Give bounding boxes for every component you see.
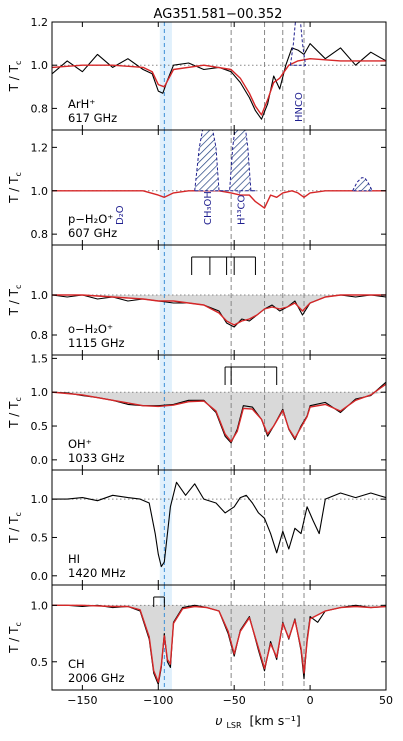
x-tick-label: −150 xyxy=(67,694,97,707)
chart-title: AG351.581−00.352 xyxy=(154,7,283,22)
y-axis-label: T / Tc xyxy=(7,397,23,429)
frequency-label: 1033 GHz xyxy=(68,451,125,465)
y-tick-label: 1.5 xyxy=(31,352,49,365)
line-annotation: H¹³CO⁺ xyxy=(236,189,247,225)
species-label: HI xyxy=(68,552,80,566)
y-axis-text: T / T xyxy=(7,626,21,654)
y-axis-subscript: c xyxy=(14,172,23,176)
y-axis-subscript: c xyxy=(14,512,23,516)
species-label: o−H₂O⁺ xyxy=(68,322,113,336)
y-axis-text: T / T xyxy=(7,288,21,316)
x-tick-label: 50 xyxy=(379,694,393,707)
x-axis-unit: [km s⁻¹] xyxy=(250,713,301,728)
model-line xyxy=(52,294,386,326)
y-tick-label: 1.0 xyxy=(31,386,49,399)
line-annotation: HNCO xyxy=(294,92,305,122)
panel-body xyxy=(52,245,386,355)
observed-line xyxy=(52,481,386,568)
y-tick-label: 0.0 xyxy=(31,570,49,583)
model-line xyxy=(52,190,386,209)
panel-body xyxy=(52,130,386,245)
y-tick-label: 0.8 xyxy=(31,329,49,342)
y-axis-text: T / T xyxy=(7,516,21,544)
y-tick-label: 1.0 xyxy=(31,493,49,506)
y-tick-label: 0.5 xyxy=(31,656,49,669)
y-axis-subscript: c xyxy=(14,622,23,626)
velocity-band xyxy=(159,130,172,245)
x-axis-subscript: LSR xyxy=(226,721,242,730)
y-axis-text: T / T xyxy=(7,176,21,204)
panel-oh2o: 0.8 1.0 T / Tc o−H₂O⁺1115 GHz xyxy=(7,244,387,356)
velocity-band xyxy=(159,470,172,585)
y-tick-label: 1.0 xyxy=(31,59,49,72)
species-label: p−H₂O⁺ xyxy=(68,212,113,226)
species-label: CH xyxy=(68,657,85,671)
panel-body xyxy=(52,585,386,690)
x-axis-symbol: υ xyxy=(215,713,222,728)
y-tick-label: 1.2 xyxy=(31,16,49,29)
y-tick-label: 0.8 xyxy=(31,102,49,115)
y-tick-label: 1.0 xyxy=(31,185,49,198)
y-axis-label: T / Tc xyxy=(7,512,23,544)
panel-body xyxy=(52,470,386,585)
model-line xyxy=(52,383,386,443)
x-tick-label: −100 xyxy=(143,694,173,707)
x-tick-label: 0 xyxy=(307,694,314,707)
y-tick-label: 0.8 xyxy=(31,228,49,241)
y-tick-label: 1.0 xyxy=(31,599,49,612)
contaminant-line xyxy=(351,177,374,192)
x-tick-label: −50 xyxy=(223,694,246,707)
absorption-fill xyxy=(52,295,386,325)
frequency-label: 607 GHz xyxy=(68,226,117,240)
y-axis-subscript: c xyxy=(14,285,23,289)
observed-line xyxy=(52,381,386,444)
panel-ohp: 0.0 0.5 1.0 1.5 T / Tc OH⁺1033 GHz xyxy=(7,352,387,471)
panel-body xyxy=(52,22,386,130)
y-axis-label: T / Tc xyxy=(7,61,23,93)
contaminant-line xyxy=(194,130,256,192)
model-line xyxy=(52,604,386,683)
observed-line xyxy=(52,43,386,120)
line-annotation: CH₃OH xyxy=(203,191,214,225)
model-line xyxy=(52,58,386,116)
panel-arh: 0.8 1.0 1.2 T / Tc ArH⁺617 GHz HNCO xyxy=(7,16,387,131)
y-axis-label: T / Tc xyxy=(7,285,23,317)
y-tick-label: 0.5 xyxy=(31,420,49,433)
y-axis-text: T / T xyxy=(7,401,21,429)
line-annotation: D₂O xyxy=(115,205,126,225)
velocity-band xyxy=(159,355,172,470)
y-axis-text: T / T xyxy=(7,64,21,92)
absorption-fill xyxy=(52,605,386,683)
contaminant-line xyxy=(289,22,307,66)
panel-frame xyxy=(51,584,387,691)
y-tick-label: 0.0 xyxy=(31,454,49,467)
y-tick-label: 1.0 xyxy=(31,289,49,302)
y-axis-subscript: c xyxy=(14,61,23,65)
frequency-label: 2006 GHz xyxy=(68,671,125,685)
y-axis-label: T / Tc xyxy=(7,172,23,204)
y-tick-label: 0.5 xyxy=(31,531,49,544)
velocity-band xyxy=(159,22,172,130)
species-label: ArH⁺ xyxy=(68,97,95,111)
frequency-label: 1115 GHz xyxy=(68,336,125,350)
species-label: OH⁺ xyxy=(68,437,92,451)
y-axis-subscript: c xyxy=(14,397,23,401)
frequency-label: 1420 MHz xyxy=(68,566,126,580)
y-tick-label: 1.2 xyxy=(31,141,49,154)
frequency-label: 617 GHz xyxy=(68,111,117,125)
y-axis-label: T / Tc xyxy=(7,622,23,654)
x-axis-label: υ LSR [km s⁻¹] xyxy=(215,713,301,731)
